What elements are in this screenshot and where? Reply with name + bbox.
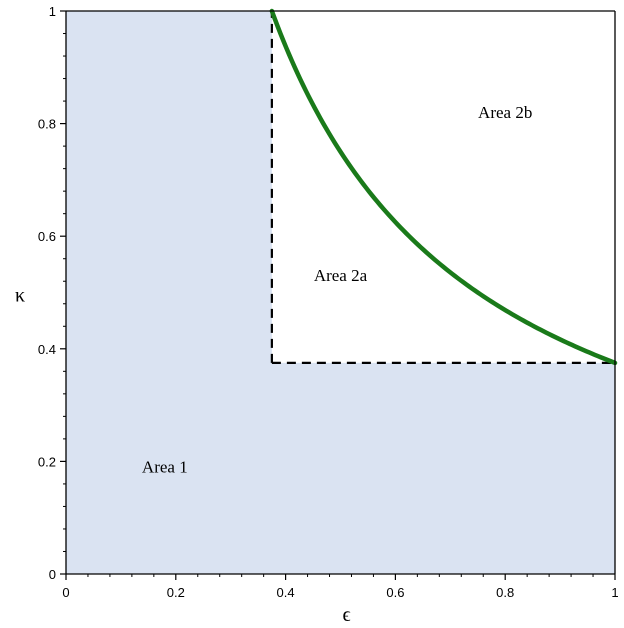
x-tick-label: 0.2 [167, 585, 185, 600]
axes [65, 10, 616, 575]
shaded-region [66, 11, 615, 574]
labels: 0 0.2 0.4 0.6 0.8 1 0 0.2 0.4 0.6 0.8 1 ϵ κ Area 1 Area… [15, 4, 619, 626]
region-label: Area 2b [478, 103, 532, 122]
y-tick-label: 0.8 [38, 117, 56, 132]
x-tick-label: 0.6 [386, 585, 404, 600]
y-tick-label: 0 [49, 567, 56, 582]
region-label: Area 2a [314, 266, 368, 285]
x-tick-label: 0 [62, 585, 69, 600]
x-tick-label: 0.8 [496, 585, 514, 600]
plot-region [66, 8, 618, 574]
y-tick-label: 0.2 [38, 454, 56, 469]
x-axis-label: ϵ [342, 604, 350, 626]
y-tick-label: 0.4 [38, 342, 56, 357]
region-label: Area 1 [142, 458, 188, 477]
y-tick-label: 1 [49, 4, 56, 19]
y-axis-label: κ [15, 285, 25, 307]
x-tick-label: 1 [611, 585, 618, 600]
ticks [60, 10, 616, 580]
boundary-curve [269, 8, 618, 366]
x-tick-label: 0.4 [277, 585, 295, 600]
y-tick-label: 0.6 [38, 229, 56, 244]
